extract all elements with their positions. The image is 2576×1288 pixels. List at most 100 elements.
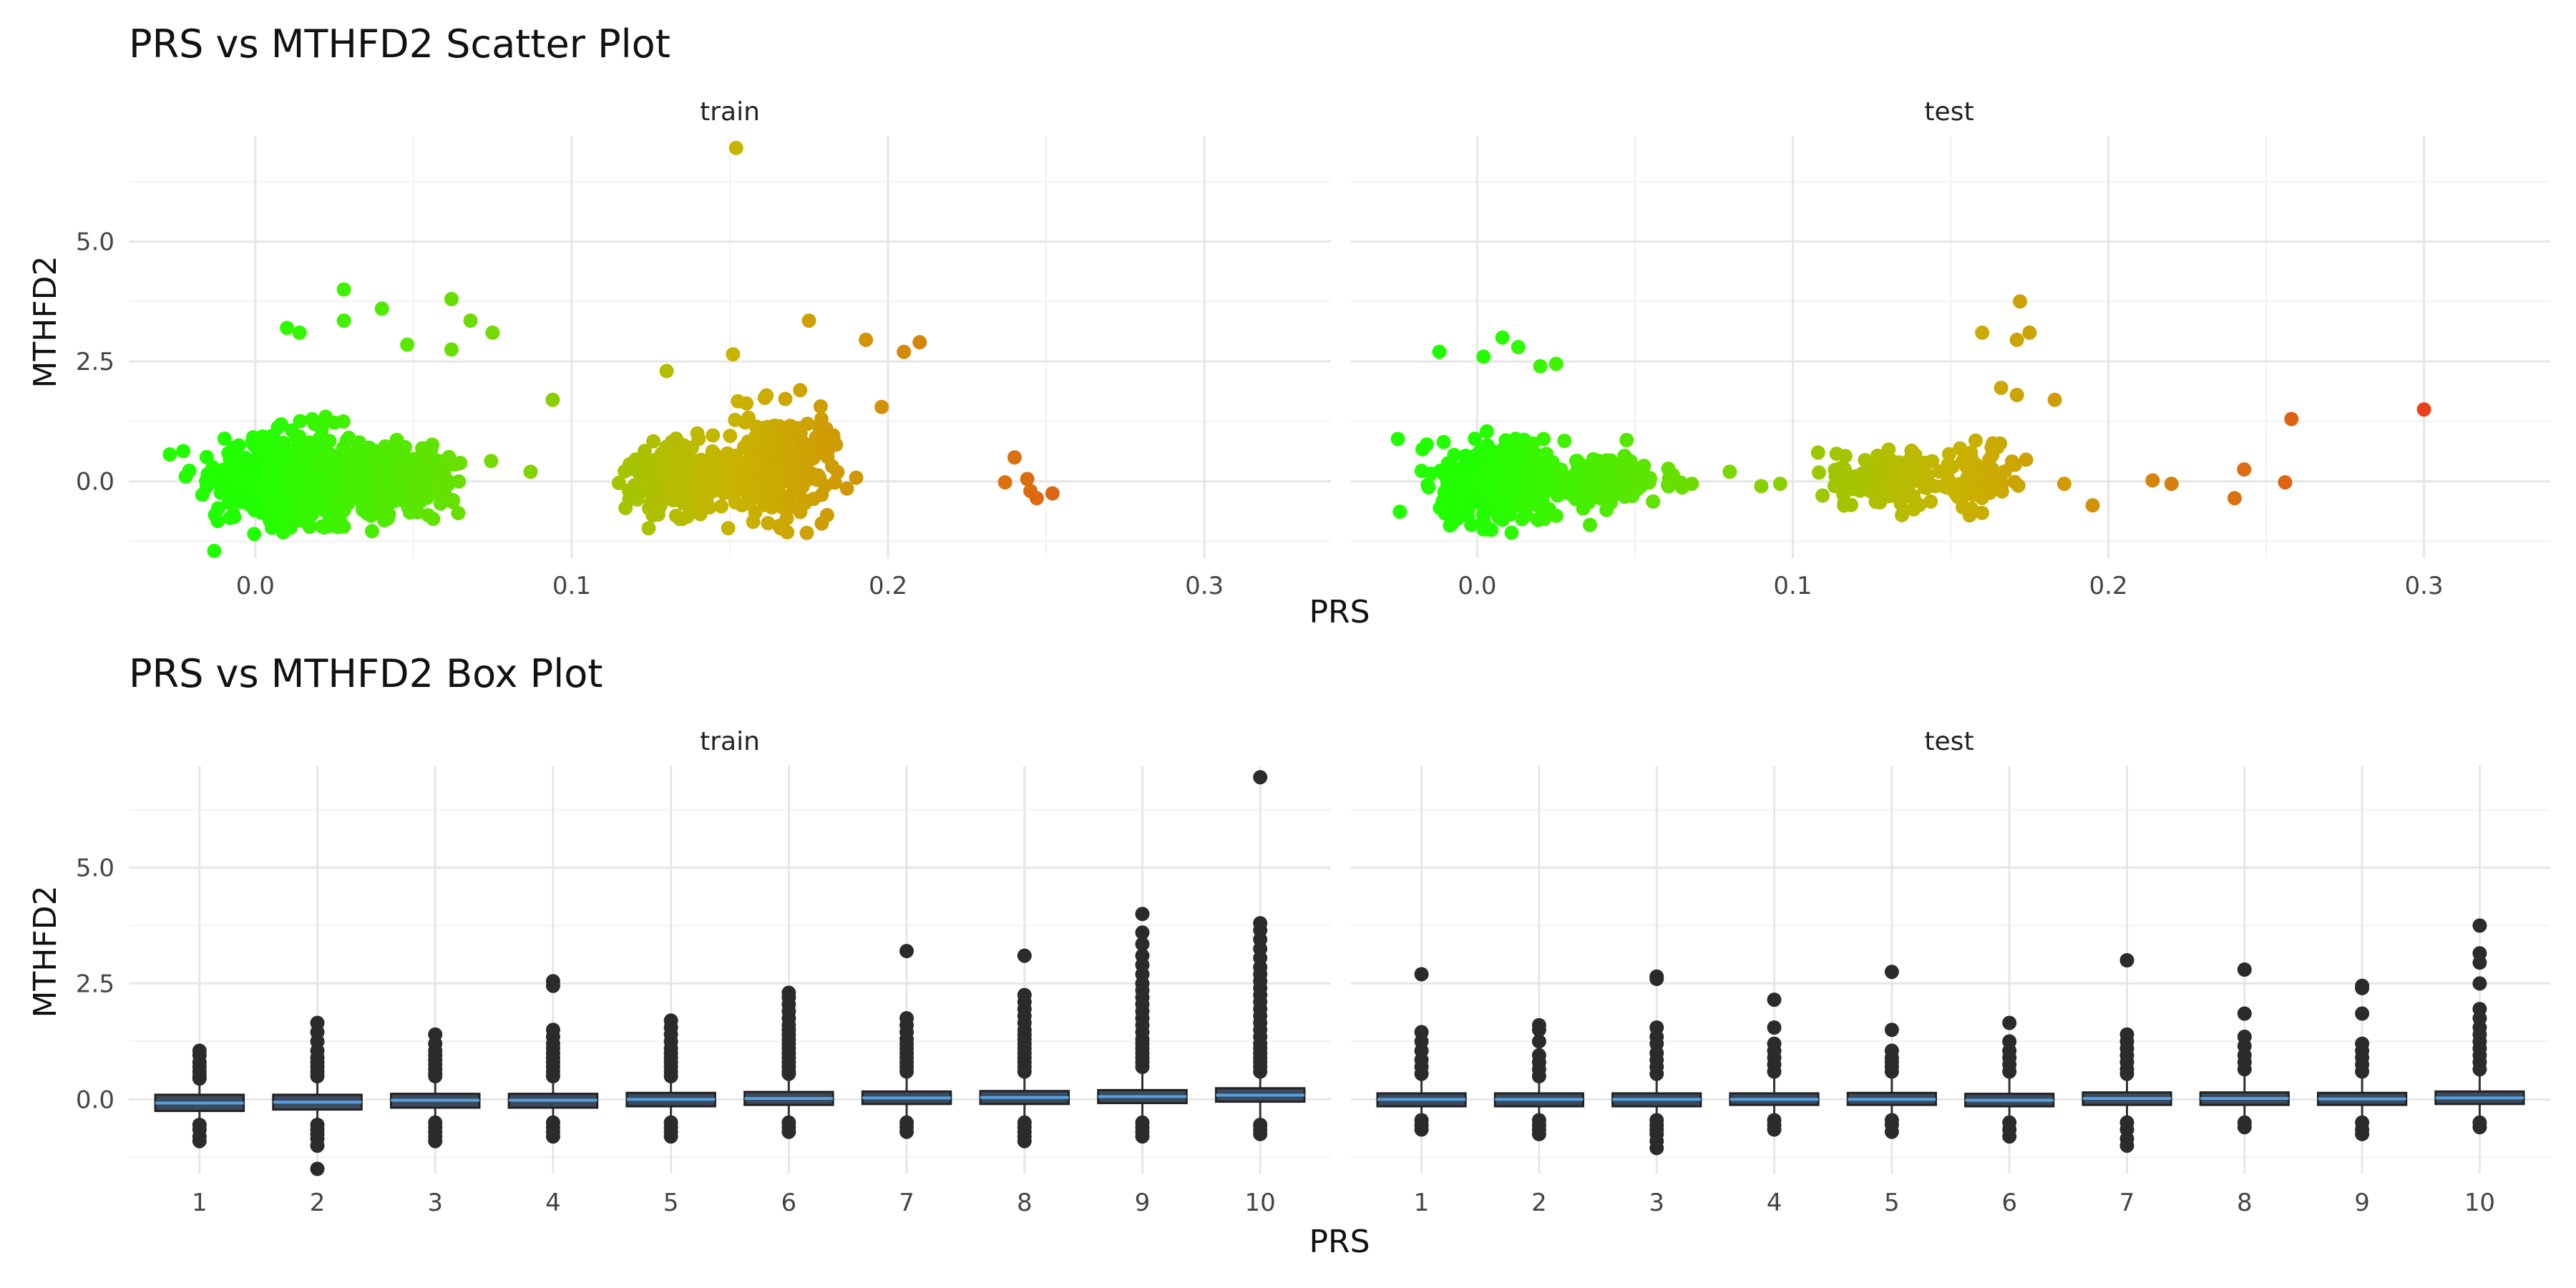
- box-x-tick-label: 7: [2119, 1189, 2135, 1217]
- box-x-tick-label: 7: [899, 1189, 914, 1217]
- scatter-point: [814, 444, 829, 459]
- scatter-point: [636, 475, 651, 489]
- scatter-point: [410, 489, 424, 504]
- box-outlier: [1135, 907, 1150, 922]
- scatter-point: [651, 475, 666, 490]
- scatter-point: [1881, 442, 1896, 457]
- scatter-point: [1949, 487, 1964, 502]
- scatter-point: [1684, 477, 1699, 492]
- scatter-point: [1490, 464, 1505, 479]
- scatter-point: [1586, 480, 1601, 495]
- box-x-tick-label: 9: [1135, 1189, 1151, 1217]
- scatter-point: [1557, 434, 1572, 449]
- box-outlier: [1767, 992, 1782, 1008]
- scatter-point: [451, 506, 466, 520]
- scatter-y-tick-label: 0.0: [76, 468, 114, 497]
- box-outlier: [663, 1129, 678, 1144]
- scatter-point: [444, 292, 459, 306]
- scatter-x-tick-label: 0.2: [2089, 572, 2127, 600]
- scatter-point: [1621, 458, 1636, 473]
- scatter-point: [814, 516, 829, 531]
- scatter-point: [659, 454, 674, 469]
- scatter-point: [2019, 452, 2034, 467]
- box-outlier: [1017, 1133, 1032, 1148]
- scatter-point: [266, 464, 281, 479]
- scatter-point: [408, 459, 423, 474]
- box-y-tick-label: 0.0: [76, 1085, 114, 1114]
- scatter-point: [675, 512, 690, 527]
- scatter-point: [1498, 449, 1513, 464]
- box-x-tick-label: 8: [1017, 1189, 1033, 1217]
- scatter-point: [839, 481, 854, 496]
- scatter-point: [421, 508, 436, 522]
- scatter-point: [283, 504, 298, 519]
- scatter-point: [400, 337, 415, 352]
- scatter-point: [322, 434, 337, 449]
- scatter-point: [761, 516, 776, 531]
- box-outlier: [899, 1124, 914, 1139]
- box-outlier: [1531, 1126, 1546, 1141]
- box-x-tick-label: 6: [2001, 1189, 2017, 1217]
- scatter-point: [250, 479, 265, 494]
- scatter-point: [1837, 498, 1852, 513]
- scatter-point: [1619, 433, 1634, 447]
- box-x-tick-label: 9: [2354, 1189, 2370, 1217]
- box-x-tick-label: 4: [545, 1189, 561, 1217]
- scatter-point: [1661, 462, 1676, 476]
- scatter-point: [2227, 491, 2242, 506]
- box-x-tick-label: 1: [1414, 1189, 1430, 1217]
- scatter-point: [1501, 471, 1516, 486]
- box-outlier: [2472, 1120, 2487, 1135]
- scatter-point: [743, 479, 758, 494]
- box-y-tick-label: 2.5: [76, 970, 114, 998]
- scatter-point: [1495, 512, 1510, 527]
- scatter-point: [292, 325, 307, 340]
- scatter-point: [806, 492, 821, 507]
- scatter-point: [1007, 450, 1022, 465]
- scatter-point: [217, 431, 232, 446]
- scatter-point: [643, 495, 658, 510]
- box-outlier: [2355, 1006, 2370, 1021]
- scatter-point: [381, 507, 396, 522]
- scatter-point: [1436, 434, 1451, 449]
- box-outlier: [2472, 976, 2487, 991]
- scatter-point: [224, 461, 239, 476]
- scatter-point: [392, 448, 407, 463]
- scatter-point: [247, 527, 262, 542]
- box-outlier: [899, 1064, 914, 1079]
- scatter-point: [1646, 494, 1661, 509]
- box-outlier: [1017, 948, 1032, 963]
- scatter-point: [1994, 381, 2009, 395]
- scatter-point: [799, 525, 814, 540]
- scatter-point: [670, 477, 686, 492]
- scatter-point: [207, 543, 222, 558]
- scatter-point: [1918, 479, 1933, 494]
- box-outlier: [310, 1069, 325, 1083]
- scatter-point: [1887, 482, 1902, 497]
- scatter-point: [628, 452, 643, 467]
- scatter-point: [336, 414, 351, 429]
- scatter-point: [341, 469, 356, 484]
- scatter-point: [1450, 469, 1465, 484]
- scatter-point: [2009, 388, 2024, 402]
- scatter-point: [463, 313, 478, 328]
- scatter-point: [414, 473, 429, 488]
- box-outlier: [2237, 1062, 2252, 1077]
- scatter-point: [688, 458, 703, 473]
- scatter-point: [785, 419, 799, 434]
- scatter-point: [822, 428, 837, 442]
- scatter-point: [484, 454, 499, 469]
- scatter-point: [336, 313, 351, 328]
- scatter-point: [760, 486, 775, 501]
- scatter-point: [1968, 433, 1983, 448]
- box-outlier: [2119, 953, 2135, 967]
- box-outlier: [1649, 972, 1664, 986]
- scatter-point: [748, 505, 763, 519]
- scatter-point: [734, 498, 749, 513]
- box-x-tick-label: 3: [1649, 1189, 1664, 1217]
- box-outlier: [1414, 967, 1429, 982]
- scatter-point: [1754, 479, 1769, 494]
- scatter-y-tick-label: 5.0: [76, 228, 114, 257]
- scatter-point: [827, 475, 842, 490]
- box-outlier: [2355, 1064, 2370, 1079]
